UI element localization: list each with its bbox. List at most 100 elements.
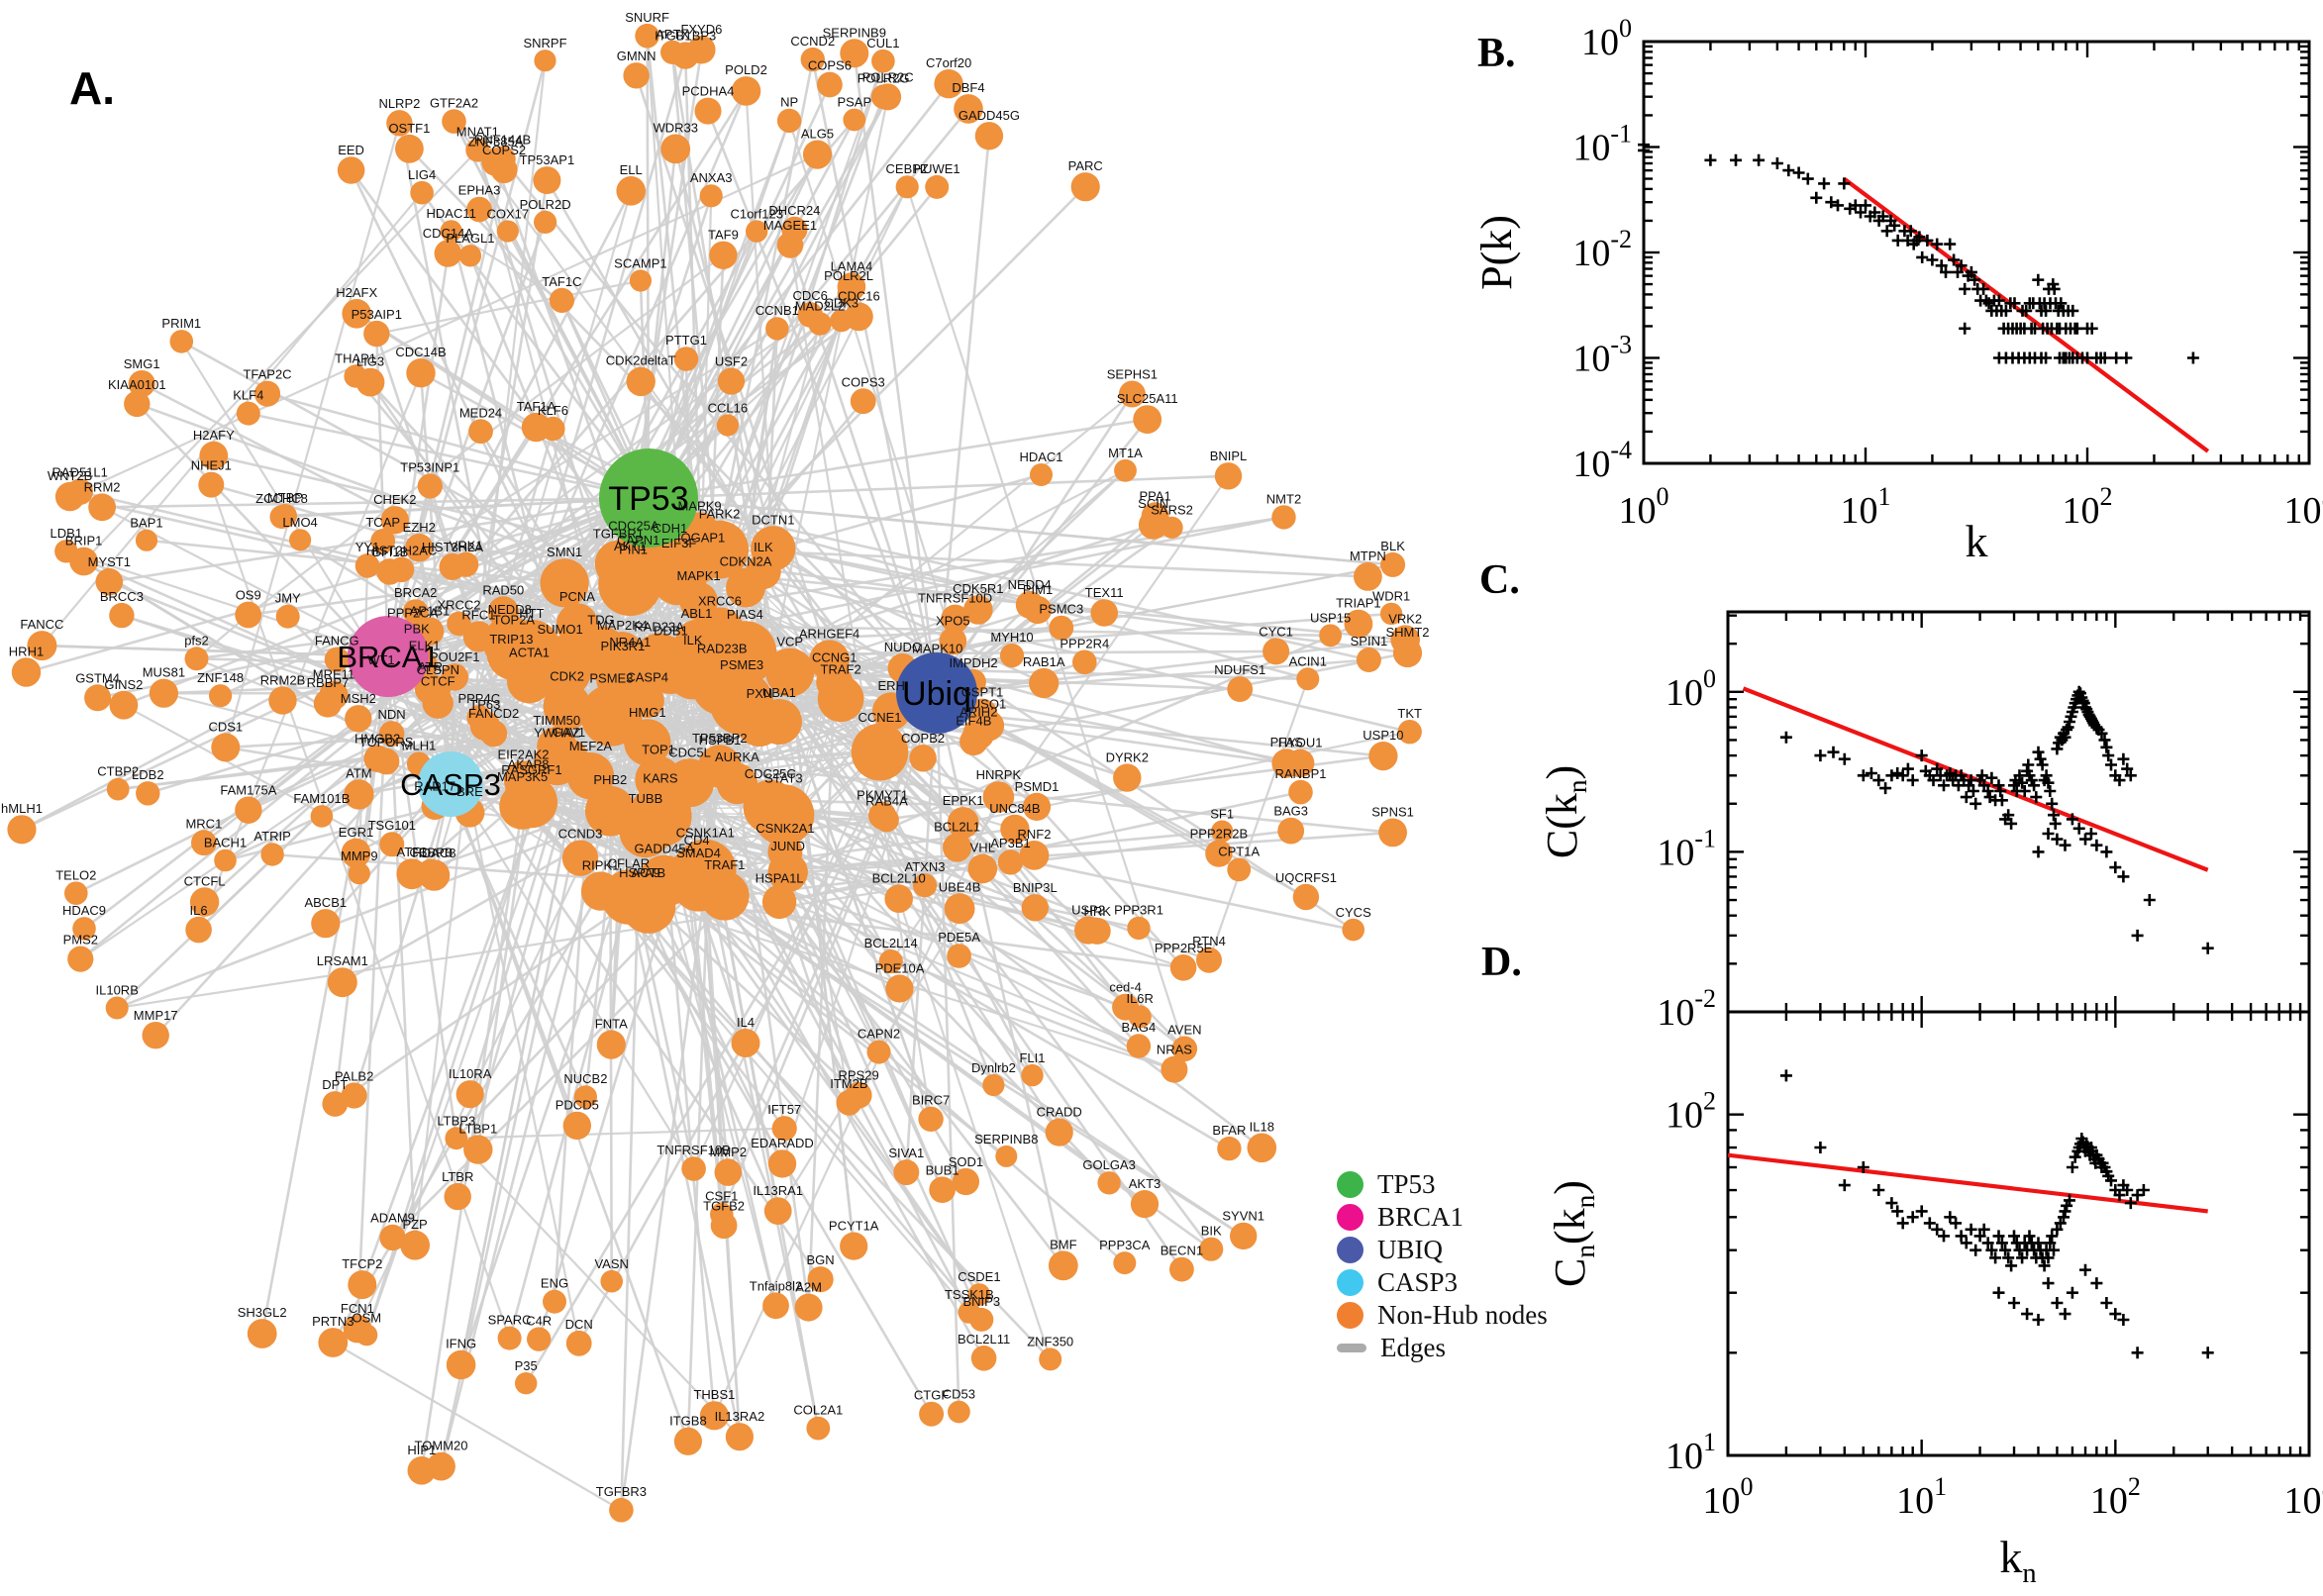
network-node [1113,763,1142,792]
scatter-point [1868,206,1881,219]
network-node-label: PIK3R1 [600,639,645,653]
network-edge [788,120,955,642]
scatter-point [2137,1184,2150,1196]
network-node-label: PPP2CA [387,606,439,621]
scatter-point [1948,253,1961,266]
network-node-label: CSNK2A1 [756,821,814,836]
network-node [458,245,482,267]
network-node-label: EPHA3 [458,183,501,198]
network-node [406,358,436,388]
scatter-point [2117,1314,2130,1326]
network-node-label: JUND [770,839,805,853]
network-node-label: MNAT1 [456,125,499,140]
network-node-label: CDK3 [824,296,858,311]
axis-ticks [1726,1010,2311,1457]
network-edge [648,418,1148,500]
network-node-label: SYVN1 [1222,1209,1264,1224]
network-node-label: TFCP2 [342,1256,382,1271]
network-node [1214,462,1243,490]
scatter-point [2032,1314,2045,1326]
network-node-label: ELK1 [409,638,441,652]
network-node [345,705,372,733]
scatter-point [2008,1297,2020,1309]
network-node-label: DDB1 [654,623,688,638]
scatter-point [1857,769,1869,782]
scatter-point [1838,177,1851,190]
network-node [1030,463,1053,486]
network-node [142,1022,169,1049]
network-node [851,723,909,781]
scatter-point [2100,741,2113,753]
scatter-point [1818,177,1831,190]
y-tick-label: 10-2 [1657,984,1716,1034]
network-node-label: ZCCHC8 [255,491,308,506]
network-node-label: TRIAP1 [1336,596,1381,611]
scatter-point [2021,1308,2034,1321]
network-node [967,1283,991,1306]
scatter-point [2049,817,2062,830]
network-node-label: MYH10 [990,630,1033,645]
scatter-point [2044,785,2057,797]
scatter-point [2028,779,2041,792]
network-node-label: PLAGL1 [446,231,494,246]
scatter-point [1915,749,1928,762]
scatter-point [2008,297,2021,310]
network-node-label: GTF2A2 [430,95,478,110]
network-node [442,109,466,134]
network-node [1000,814,1030,845]
scatter-points [1638,139,2199,364]
scatter-point [1989,1251,2002,1264]
scatter-point [1977,282,1990,295]
network-node-label: POLR2C [862,69,914,84]
scatter-point [2117,870,2130,883]
network-node [874,83,902,111]
network-node-label: VASN [594,1256,628,1271]
network-node [1296,667,1320,691]
network-node-label: TOMM20 [415,1439,468,1453]
scatter-point [1995,1237,2008,1249]
network-node-label: PPP2R4 [1060,637,1109,651]
network-node-label: PPP3R1 [1114,903,1163,918]
network-node [1126,1034,1152,1058]
network-node [709,671,774,736]
network-node-label: HIST3H2A [422,540,483,554]
network-node [363,320,390,348]
network-node-label: ITM2B [830,1076,867,1091]
network-node-label: KARS [643,770,678,785]
scatter-point [1904,225,1917,238]
legend: TP53 BRCA1 UBIQ CASP3 Non-Hub nodes Edge… [1337,1168,1548,1364]
network-node-label: CEBPB [409,846,453,860]
network-node-label: BACH1 [204,836,247,850]
network-node [629,269,653,292]
network-node-label: SERPINB8 [974,1132,1038,1147]
network-node [1127,916,1151,941]
scatter-point [2059,731,2071,744]
network-node [268,686,297,715]
network-node-label: CD4 [684,833,710,848]
network-node-label: CPT1A [1218,845,1260,859]
network-node-label: PKMYT1 [857,788,908,803]
network-node-label: BRE [456,784,483,799]
network-edge [692,751,881,1169]
network-node [198,471,225,498]
network-node-label: SERPINB9 [823,25,886,40]
network-node [311,909,341,939]
network-node-label: RNF2 [1018,827,1052,842]
network-node [1039,1347,1062,1371]
scatter-point [1891,1205,1904,1218]
scatter-point [1801,172,1814,185]
scatter-point [2040,769,2053,782]
scatter-point [1827,746,1840,758]
network-node [497,1326,522,1350]
scatter-point [2131,929,2144,942]
network-node [289,529,312,551]
scatter-point [1955,1230,1968,1243]
network-node-label: PIAS4 [727,607,763,622]
scatter-point [2030,791,2043,804]
edge-swatch-icon [1337,1344,1366,1352]
network-node [128,370,155,398]
network-node-label: PPP4C [457,691,500,706]
network-node-label: HMG1 [629,705,666,720]
scatter-point [2095,727,2108,740]
scatter-point [1992,294,2005,307]
